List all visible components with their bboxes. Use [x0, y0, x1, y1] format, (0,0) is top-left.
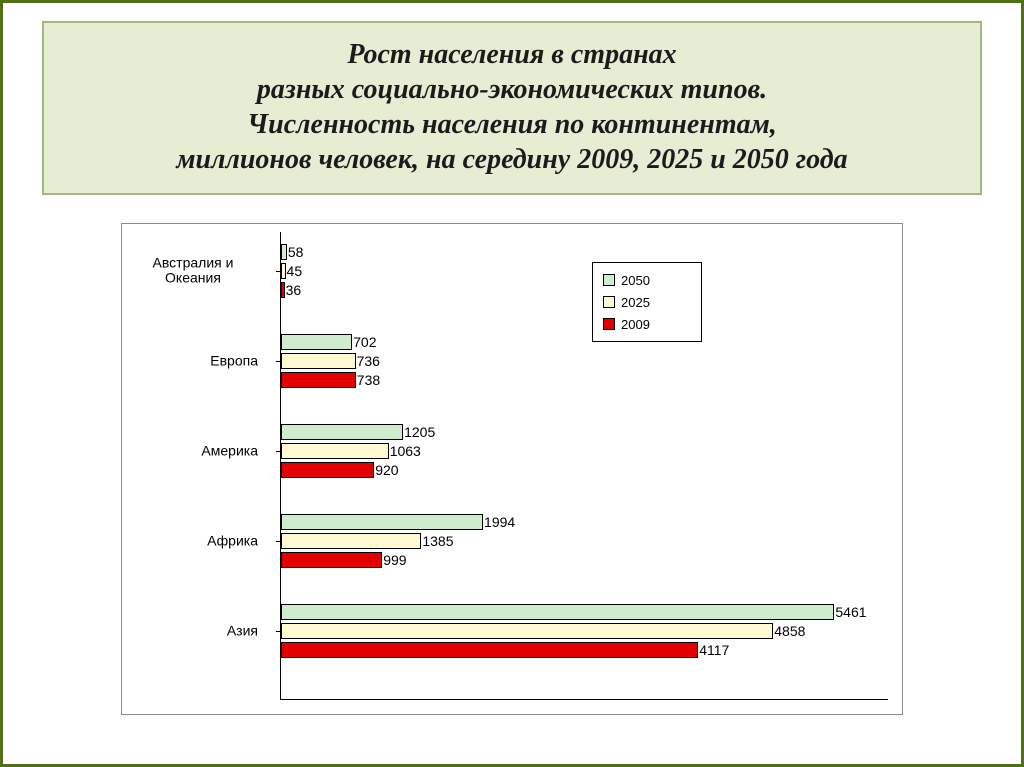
bar: 1063 [281, 443, 389, 459]
legend-swatch [603, 318, 615, 330]
chart-legend: 2050 2025 2009 [592, 262, 702, 342]
bar-value-label: 1205 [404, 424, 435, 440]
bar-value-label: 702 [353, 334, 376, 350]
bar: 1205 [281, 424, 403, 440]
category-label: Австралия и Океания [128, 256, 258, 287]
title-line-3: Численность населения по континентам, [62, 107, 962, 142]
bar: 58 [281, 244, 287, 260]
category-label: Азия [128, 623, 258, 638]
bar-value-label: 1385 [422, 533, 453, 549]
category-label: Африка [128, 533, 258, 548]
bar-value-label: 1994 [484, 514, 515, 530]
bar-value-label: 5461 [835, 604, 866, 620]
bar: 999 [281, 552, 382, 568]
legend-label: 2025 [621, 295, 650, 310]
bar-value-label: 45 [287, 263, 303, 279]
chart-plot: Австралия и Океания584536Европа702736738… [280, 232, 888, 700]
legend-label: 2050 [621, 273, 650, 288]
title-box: Рост населения в странах разных социальн… [42, 21, 982, 195]
bar-value-label: 999 [383, 552, 406, 568]
bar: 36 [281, 282, 285, 298]
bar: 738 [281, 372, 356, 388]
legend-item: 2025 [603, 291, 691, 313]
category-label: Европа [128, 353, 258, 368]
bar: 4117 [281, 642, 698, 658]
category-label: Америка [128, 443, 258, 458]
legend-label: 2009 [621, 317, 650, 332]
bar-value-label: 1063 [390, 443, 421, 459]
legend-item: 2050 [603, 269, 691, 291]
bar: 1994 [281, 514, 483, 530]
bar: 702 [281, 334, 352, 350]
bar-value-label: 4117 [699, 642, 729, 658]
bar-value-label: 920 [375, 462, 398, 478]
bar: 45 [281, 263, 286, 279]
legend-item: 2009 [603, 313, 691, 335]
bar: 736 [281, 353, 356, 369]
bar-value-label: 736 [357, 353, 380, 369]
title-line-1: Рост населения в странах [62, 37, 962, 72]
legend-swatch [603, 296, 615, 308]
bar-value-label: 738 [357, 372, 380, 388]
bar-value-label: 36 [286, 282, 302, 298]
bar: 5461 [281, 604, 834, 620]
title-line-2: разных социально-экономических типов. [62, 72, 962, 107]
bar: 1385 [281, 533, 421, 549]
bar: 920 [281, 462, 374, 478]
legend-swatch [603, 274, 615, 286]
page: Рост населения в странах разных социальн… [0, 0, 1024, 767]
bar: 4858 [281, 623, 773, 639]
title-line-4: миллионов человек, на середину 2009, 202… [62, 142, 962, 177]
bar-value-label: 58 [288, 244, 304, 260]
chart-frame: Австралия и Океания584536Европа702736738… [121, 223, 903, 715]
bar-value-label: 4858 [774, 623, 805, 639]
